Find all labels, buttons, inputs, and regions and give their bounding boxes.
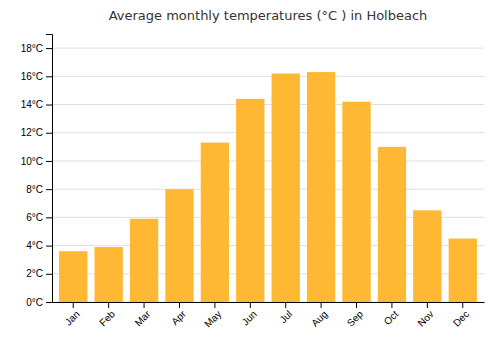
tick: Jan bbox=[63, 302, 82, 328]
plot: 0°C 2°C 4°C 6°C 8°C 10°C 12°C 14°C 16°C 18°C Jan Fe… bbox=[21, 35, 485, 330]
bar bbox=[378, 147, 406, 302]
tick-mark bbox=[214, 302, 215, 308]
tick-label: 4°C bbox=[26, 240, 43, 251]
x-axis: Jan Feb Mar Apr May Jun Jul Aug Sep Oct Nov Dec bbox=[53, 302, 485, 330]
tick: 2°C bbox=[26, 268, 52, 279]
tick-mark bbox=[391, 302, 392, 308]
tick-label: Aug bbox=[309, 308, 329, 328]
grid-line bbox=[52, 104, 484, 105]
axis-line bbox=[53, 302, 485, 303]
bar bbox=[272, 73, 300, 302]
tick-label: Jun bbox=[240, 308, 259, 327]
bar bbox=[236, 99, 264, 302]
tick: 8°C bbox=[26, 184, 52, 195]
tick: Dec bbox=[451, 302, 471, 329]
tick-label: 12°C bbox=[21, 127, 43, 138]
grid-line bbox=[52, 160, 484, 161]
tick-label: Jan bbox=[63, 308, 82, 327]
tick-label: 14°C bbox=[21, 99, 43, 110]
tick: Sep bbox=[345, 302, 366, 329]
tick: 6°C bbox=[26, 212, 52, 223]
grid-line bbox=[52, 189, 484, 190]
grid-line bbox=[52, 76, 484, 77]
bar bbox=[413, 210, 441, 302]
tick-label: 16°C bbox=[21, 71, 43, 82]
tick: Jul bbox=[277, 302, 294, 325]
tick: Mar bbox=[133, 302, 153, 328]
tick-mark bbox=[46, 189, 52, 190]
tick-mark bbox=[285, 302, 286, 308]
tick-label: Feb bbox=[97, 308, 117, 328]
tick-mark bbox=[46, 274, 52, 275]
tick-mark bbox=[250, 302, 251, 308]
tick: 12°C bbox=[21, 127, 52, 138]
tick: Oct bbox=[382, 302, 401, 327]
tick-mark bbox=[144, 302, 145, 308]
tick-mark bbox=[321, 302, 322, 308]
tick-label: 18°C bbox=[21, 43, 43, 54]
tick-mark bbox=[46, 246, 52, 247]
tick: Jun bbox=[240, 302, 259, 328]
bar bbox=[130, 219, 158, 302]
tick-label: 8°C bbox=[26, 184, 43, 195]
tick-mark bbox=[46, 161, 52, 162]
tick-mark bbox=[108, 302, 109, 308]
tick: Apr bbox=[169, 302, 188, 327]
tick-mark bbox=[179, 302, 180, 308]
bar bbox=[342, 102, 370, 302]
grid bbox=[52, 48, 484, 302]
tick: Nov bbox=[415, 302, 435, 329]
tick-mark bbox=[462, 302, 463, 308]
tick-mark bbox=[46, 105, 52, 106]
tick: 18°C bbox=[21, 43, 52, 54]
bar bbox=[59, 251, 87, 302]
tick: 4°C bbox=[26, 240, 52, 251]
tick-mark bbox=[46, 76, 52, 77]
tick-label: Mar bbox=[133, 308, 153, 328]
tick-mark bbox=[46, 217, 52, 218]
tick: May bbox=[202, 302, 223, 330]
bars bbox=[59, 72, 477, 302]
grid-line bbox=[52, 48, 484, 49]
tick-label: 10°C bbox=[21, 156, 43, 167]
tick-label: Nov bbox=[415, 308, 435, 328]
tick: 16°C bbox=[21, 71, 52, 82]
tick-label: May bbox=[202, 308, 223, 329]
tick-label: Sep bbox=[345, 308, 366, 329]
bar bbox=[201, 143, 229, 302]
tick-mark bbox=[356, 302, 357, 308]
tick-mark bbox=[427, 302, 428, 308]
bar bbox=[307, 72, 335, 302]
tick: 0°C bbox=[26, 297, 52, 308]
bar bbox=[94, 247, 122, 302]
grid-line bbox=[52, 132, 484, 133]
tick-label: 2°C bbox=[26, 268, 43, 279]
tick-label: 6°C bbox=[26, 212, 43, 223]
tick: Aug bbox=[309, 302, 329, 329]
tick: 10°C bbox=[21, 156, 52, 167]
tick-label: Apr bbox=[169, 308, 188, 327]
y-axis: 0°C 2°C 4°C 6°C 8°C 10°C 12°C 14°C 16°C 18°C bbox=[21, 35, 53, 308]
tick-mark bbox=[73, 302, 74, 308]
tick-label: Jul bbox=[277, 308, 294, 325]
tick-mark bbox=[46, 133, 52, 134]
axis-line bbox=[46, 35, 53, 303]
title: Average monthly temperatures (°C ) in Ho… bbox=[109, 8, 428, 23]
tick-label: Oct bbox=[382, 308, 401, 327]
tick-mark bbox=[46, 302, 52, 303]
tick-label: Dec bbox=[451, 308, 471, 328]
tick: Feb bbox=[97, 302, 117, 328]
bar bbox=[449, 239, 477, 302]
tick-mark bbox=[46, 48, 52, 49]
tick-label: 0°C bbox=[26, 297, 43, 308]
bar bbox=[165, 189, 193, 302]
tick: 14°C bbox=[21, 99, 52, 110]
chart: 0°C 2°C 4°C 6°C 8°C 10°C 12°C 14°C 16°C 18°C Jan Fe… bbox=[0, 0, 500, 350]
